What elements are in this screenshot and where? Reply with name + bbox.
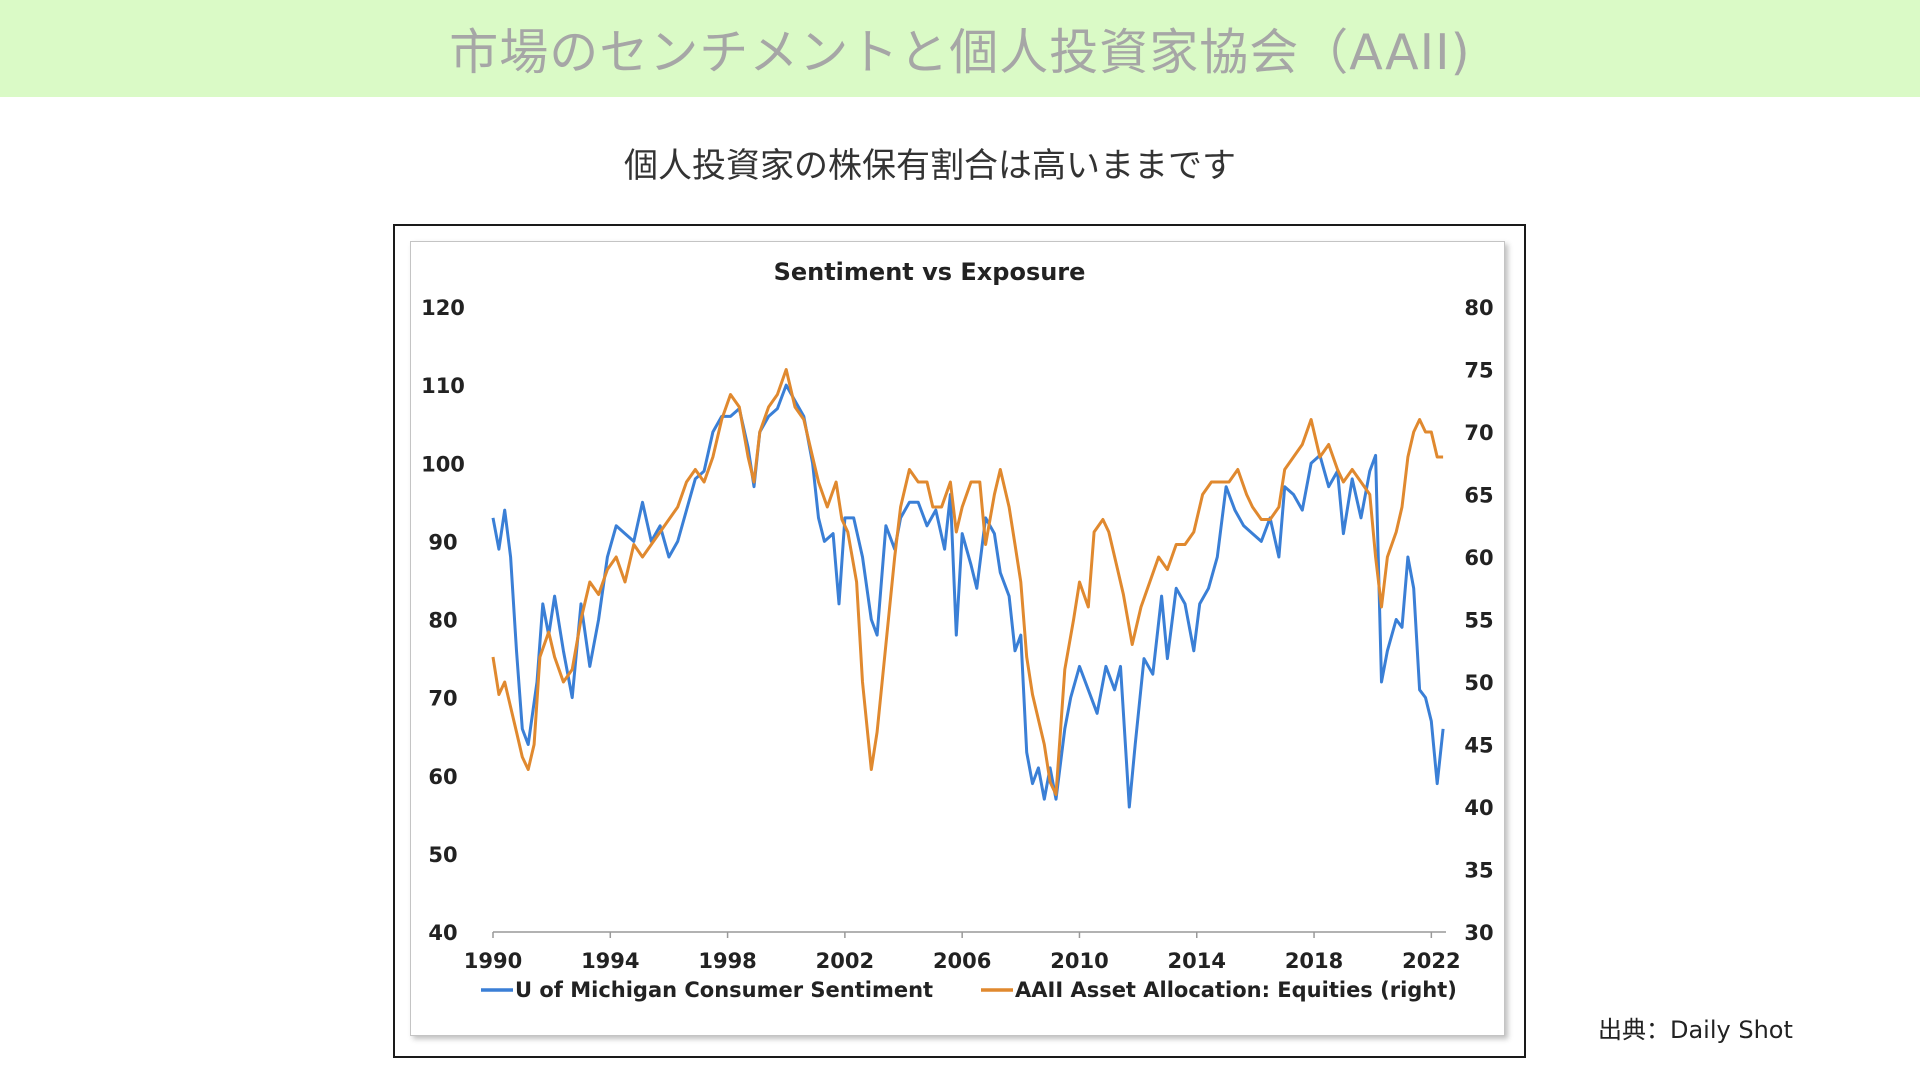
- y-left-tick-label: 110: [421, 374, 465, 398]
- chart-card: Sentiment vs Exposure 1990 1994 1998 2002 200…: [410, 241, 1505, 1036]
- x-tick-label: 2014: [1168, 949, 1226, 973]
- y-right-tick-label: 60: [1464, 546, 1493, 570]
- y-right-tick-label: 40: [1464, 796, 1493, 820]
- source-credit: 出典：Daily Shot: [1598, 1016, 1793, 1044]
- y-left-tick-label: 70: [428, 687, 457, 711]
- y-left-tick-label: 120: [421, 296, 465, 320]
- slide-subtitle: 個人投資家の株保有割合は高いままです: [624, 146, 1236, 186]
- series-line-equities: [491, 368, 1444, 796]
- y-left-tick-label: 50: [428, 843, 457, 867]
- y-right-tick-label: 70: [1464, 421, 1493, 445]
- x-tick-label: 1998: [698, 949, 756, 973]
- x-tick-label: 1990: [464, 949, 522, 973]
- y-left-tick-label: 80: [428, 609, 457, 633]
- y-left-tick-label: 100: [421, 452, 465, 476]
- slide-title: 市場のセンチメントと個人投資家協会（AAII): [449, 24, 1471, 81]
- y-right-tick-label: 50: [1464, 671, 1493, 695]
- y-right-tick-label: 75: [1464, 359, 1493, 383]
- y-right-tick-label: 30: [1464, 921, 1493, 945]
- legend-label: AAII Asset Allocation: Equities (right): [1015, 978, 1457, 1002]
- x-tick-label: 1994: [581, 949, 639, 973]
- title-banner: 市場のセンチメントと個人投資家協会（AAII): [0, 0, 1920, 97]
- y-left-tick-label: 90: [428, 530, 457, 554]
- chart-frame: Sentiment vs Exposure 1990 1994 1998 2002 200…: [393, 224, 1526, 1058]
- x-tick-label: 2006: [933, 949, 991, 973]
- legend-label: U of Michigan Consumer Sentiment: [515, 978, 933, 1002]
- y-right-tick-label: 55: [1464, 609, 1493, 633]
- x-tick-label: 2018: [1285, 949, 1343, 973]
- y-left-tick-label: 60: [428, 765, 457, 789]
- sentiment-exposure-chart: Sentiment vs Exposure 1990 1994 1998 2002 200…: [421, 258, 1494, 1002]
- series-line-sentiment: [491, 383, 1445, 809]
- y-right-tick-label: 65: [1464, 484, 1493, 508]
- y-right-tick-label: 45: [1464, 734, 1493, 758]
- y-right-tick-label: 80: [1464, 296, 1493, 320]
- x-tick-label: 2010: [1050, 949, 1108, 973]
- x-tick-label: 2002: [816, 949, 874, 973]
- x-tick-label: 2022: [1402, 949, 1460, 973]
- chart-title: Sentiment vs Exposure: [774, 258, 1086, 286]
- y-right-tick-label: 35: [1464, 859, 1493, 883]
- y-left-tick-label: 40: [428, 921, 457, 945]
